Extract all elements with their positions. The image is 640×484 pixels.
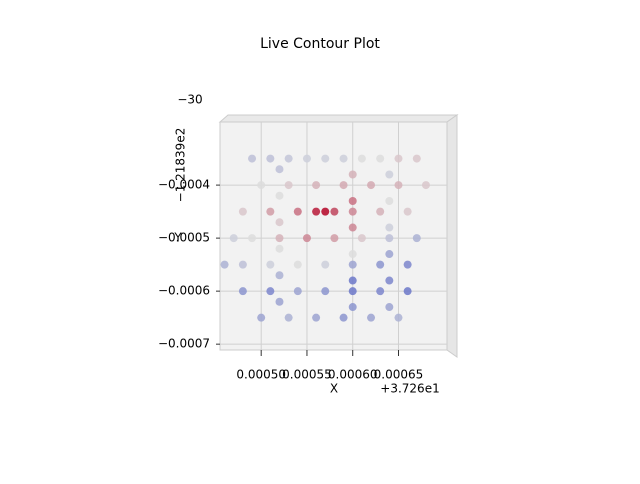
point [284,154,293,163]
y-tick-label: −0.0004 [158,178,210,192]
point [312,207,321,216]
chart-title: Live Contour Plot [260,36,380,52]
point [339,313,348,322]
back-pane [218,114,459,123]
point [367,313,376,322]
point [385,170,394,179]
point [266,287,275,296]
point [348,170,357,179]
point [321,154,330,163]
point [275,234,284,243]
point [357,234,366,243]
point [367,181,376,190]
point [330,207,339,216]
point [357,154,366,163]
y-offset-label: −1.21839e2 [174,128,188,203]
point [339,181,348,190]
point [312,313,321,322]
point [238,287,247,296]
point [321,207,330,216]
side-pane [446,114,458,358]
point [412,234,421,243]
point [229,234,238,243]
point [257,313,266,322]
y-tick-label: −0.0005 [158,231,210,245]
point [403,207,412,216]
point [348,197,357,206]
x-offset-label: +3.726e1 [380,382,439,396]
point [275,271,284,280]
x-tick-label: 0.00055 [282,368,332,382]
point [302,154,311,163]
point [385,234,394,243]
point [394,154,403,163]
point [403,287,412,296]
point [275,297,284,306]
point [266,154,275,163]
point [348,303,357,312]
point [376,260,385,269]
point [394,181,403,190]
point [394,313,403,322]
x-tick-label: 0.00060 [328,368,378,382]
point [421,181,430,190]
x-axis-label: X [330,382,338,396]
z-tick-label: −30 [177,93,202,107]
y-axis-label: Y [173,231,182,245]
point [248,154,257,163]
point [302,234,311,243]
point [385,223,394,232]
point [275,244,284,253]
point [348,276,357,285]
point [275,218,284,227]
point [385,276,394,285]
point [293,260,302,269]
point [348,207,357,216]
point [275,165,284,174]
point [385,303,394,312]
point [321,260,330,269]
point [312,181,321,190]
point [238,207,247,216]
point [376,154,385,163]
point [348,223,357,232]
point [284,181,293,190]
point [266,260,275,269]
point [220,260,229,269]
x-tick-label: 0.00065 [374,368,424,382]
point [348,287,357,296]
point [330,234,339,243]
point [339,154,348,163]
point [238,260,247,269]
point [385,197,394,206]
point [385,250,394,259]
point [293,207,302,216]
point [257,181,266,190]
point [403,260,412,269]
point [293,287,302,296]
point [348,250,357,259]
point [348,260,357,269]
point [275,191,284,200]
point [376,287,385,296]
point [376,207,385,216]
y-tick-label: −0.0007 [158,337,210,351]
point [321,287,330,296]
y-tick-label: −0.0006 [158,284,210,298]
x-tick-label: 0.00050 [236,368,286,382]
point [248,234,257,243]
point [412,154,421,163]
point [284,313,293,322]
point [266,207,275,216]
